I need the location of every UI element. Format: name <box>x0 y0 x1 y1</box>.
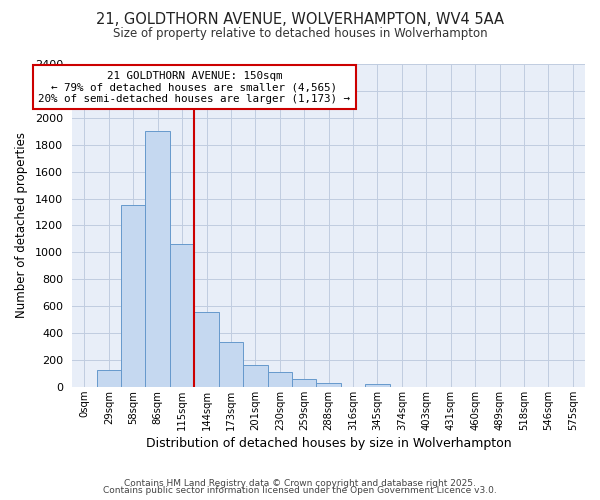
Bar <box>268 372 292 387</box>
Bar <box>121 204 145 387</box>
Bar <box>292 379 316 387</box>
Bar <box>145 132 170 387</box>
Text: Size of property relative to detached houses in Wolverhampton: Size of property relative to detached ho… <box>113 28 487 40</box>
Bar <box>97 370 121 387</box>
Text: Contains public sector information licensed under the Open Government Licence v3: Contains public sector information licen… <box>103 486 497 495</box>
Bar <box>219 342 243 387</box>
Bar <box>194 312 219 387</box>
Bar <box>170 244 194 387</box>
Text: Contains HM Land Registry data © Crown copyright and database right 2025.: Contains HM Land Registry data © Crown c… <box>124 478 476 488</box>
Bar <box>365 384 389 387</box>
X-axis label: Distribution of detached houses by size in Wolverhampton: Distribution of detached houses by size … <box>146 437 511 450</box>
Bar <box>243 364 268 387</box>
Y-axis label: Number of detached properties: Number of detached properties <box>15 132 28 318</box>
Bar <box>316 383 341 387</box>
Text: 21, GOLDTHORN AVENUE, WOLVERHAMPTON, WV4 5AA: 21, GOLDTHORN AVENUE, WOLVERHAMPTON, WV4… <box>96 12 504 28</box>
Text: 21 GOLDTHORN AVENUE: 150sqm
← 79% of detached houses are smaller (4,565)
20% of : 21 GOLDTHORN AVENUE: 150sqm ← 79% of det… <box>38 70 350 104</box>
